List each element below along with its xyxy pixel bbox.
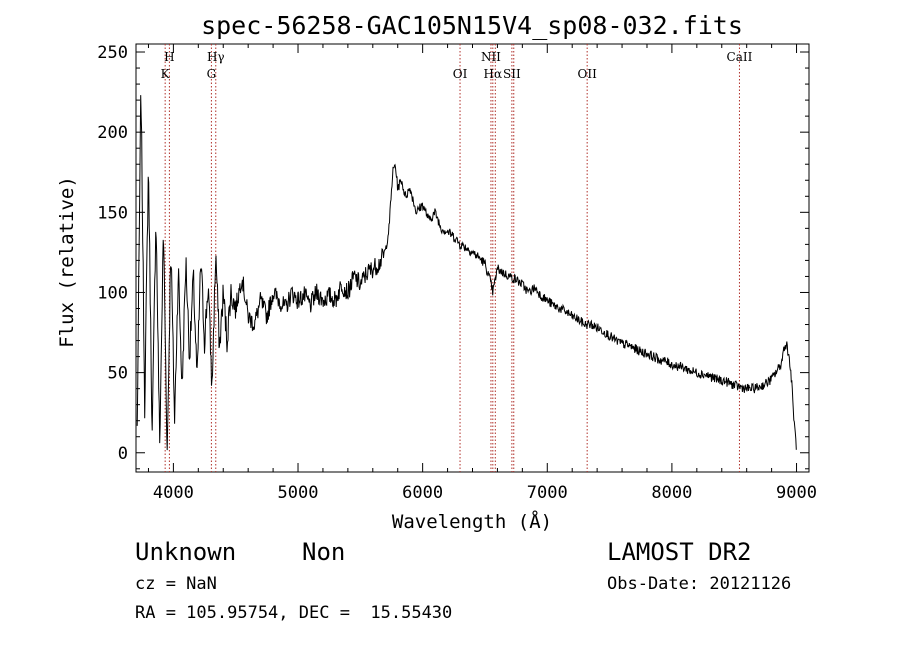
x-axis-ticks: 4000 5000 6000 7000 8000 9000	[147, 44, 817, 503]
y-axis-label: Flux (relative)	[56, 176, 78, 348]
chart-title: spec-56258-GAC105N15V4_sp08-032.fits	[201, 11, 743, 40]
x-axis-label: Wavelength (Å)	[392, 510, 552, 533]
x-tick-label: 4000	[153, 483, 194, 503]
spectral-line-label: H	[164, 50, 174, 64]
flux-line	[136, 95, 797, 451]
x-tick-label: 8000	[651, 483, 692, 503]
obs-date: Obs-Date: 20121126	[607, 574, 792, 594]
spectral-line-label: Hγ	[207, 50, 225, 64]
spectral-line-label: NII	[481, 50, 501, 64]
y-tick-label: 0	[118, 444, 128, 464]
spectral-line-markers	[164, 44, 740, 472]
object-subclass: Non	[302, 538, 346, 566]
spectral-line-label: CaII	[727, 50, 753, 64]
y-tick-label: 150	[97, 203, 128, 223]
spectral-line-label: OI	[453, 67, 468, 81]
x-tick-label: 6000	[402, 483, 443, 503]
x-tick-label: 9000	[776, 483, 817, 503]
y-axis-ticks: 0 50 100 150 200 250	[97, 43, 809, 470]
redshift-cz: cz = NaN	[135, 574, 217, 594]
survey-name: LAMOST DR2	[607, 538, 752, 566]
spectral-line-label: K	[161, 67, 171, 81]
x-tick-label: 7000	[527, 483, 568, 503]
spectral-line-label: G	[207, 67, 217, 81]
spectral-line-label: Hα	[484, 67, 503, 81]
y-tick-label: 200	[97, 123, 128, 143]
plot-frame	[135, 43, 810, 473]
spectral-line-label: SII	[503, 67, 521, 81]
y-tick-label: 50	[108, 364, 128, 384]
spectral-line-label: OII	[577, 67, 597, 81]
ra-dec: RA = 105.95754, DEC = 15.55430	[135, 603, 453, 623]
y-tick-label: 100	[97, 283, 128, 303]
object-class: Unknown	[135, 538, 237, 566]
flux-series	[136, 95, 797, 451]
spectral-line-labels: KH G Hγ OI NII Hα SII OII CaII	[161, 50, 753, 81]
x-tick-label: 5000	[278, 483, 319, 503]
y-tick-label: 250	[97, 43, 128, 63]
